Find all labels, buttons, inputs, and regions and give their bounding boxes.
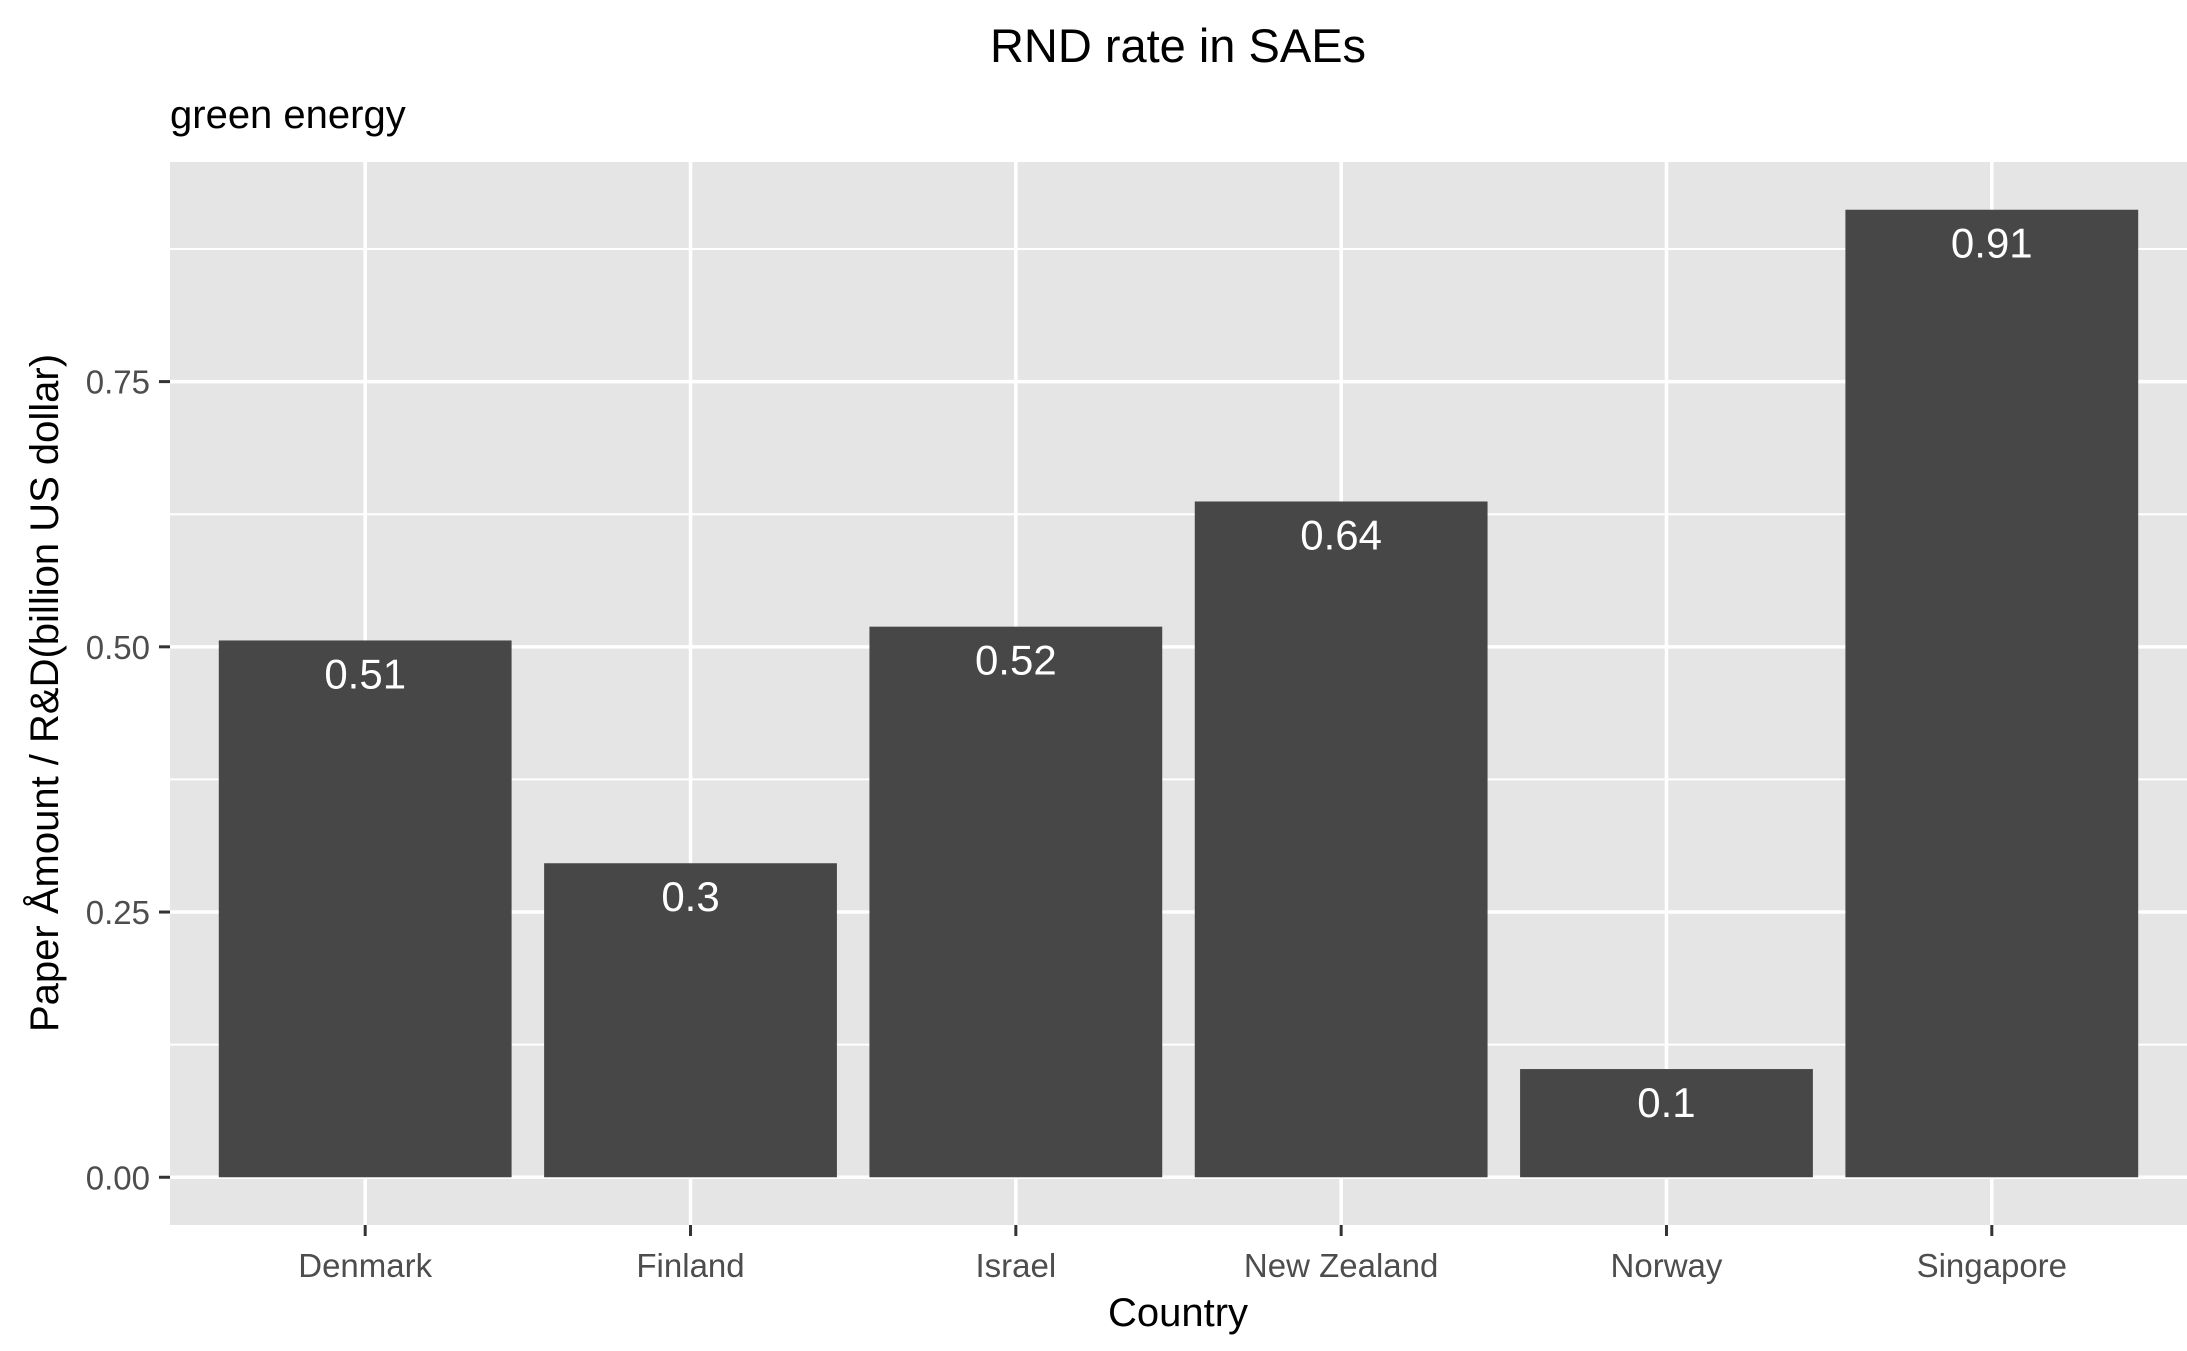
bar-value-label: 0.51 xyxy=(324,650,406,697)
bars xyxy=(218,209,2139,1178)
bar-value-label: 0.91 xyxy=(1951,220,2033,267)
bar xyxy=(1845,209,2139,1178)
chart-subtitle: green energy xyxy=(170,93,406,137)
y-tick-label: 0.25 xyxy=(86,894,150,931)
bar xyxy=(869,626,1163,1178)
x-axis-title: Country xyxy=(1108,1291,1248,1335)
bar-value-label: 0.52 xyxy=(975,637,1057,684)
y-tick-label: 0.75 xyxy=(86,364,150,401)
x-axis: Denmark Finland Israel New Zealand Norway Sin… xyxy=(298,1225,2067,1284)
x-tick-label: New Zealand xyxy=(1244,1247,1438,1284)
x-tick-label: Israel xyxy=(975,1247,1056,1284)
bar-value-label: 0.64 xyxy=(1300,511,1382,558)
y-tick-label: 0.00 xyxy=(86,1159,150,1196)
bar xyxy=(1194,501,1488,1178)
y-axis-title: Paper Åmount / R&D(billion US dollar) xyxy=(22,354,67,1032)
bar xyxy=(1520,1069,1813,1178)
x-tick-label: Denmark xyxy=(298,1247,432,1284)
y-tick-label: 0.50 xyxy=(86,629,150,666)
x-tick-label: Finland xyxy=(636,1247,744,1284)
bar-value-label: 0.3 xyxy=(661,873,719,920)
x-tick-label: Singapore xyxy=(1917,1247,2067,1284)
y-axis: 0.00 0.25 0.50 0.75 xyxy=(86,364,170,1196)
chart-title: RND rate in SAEs xyxy=(990,19,1366,72)
bar xyxy=(544,863,837,1178)
bar-labels: 0.51 0.3 0.52 0.64 0.1 0.91 xyxy=(324,220,2032,1126)
x-tick-label: Norway xyxy=(1611,1247,1723,1284)
bar xyxy=(218,640,512,1178)
bar-value-label: 0.1 xyxy=(1637,1079,1695,1126)
